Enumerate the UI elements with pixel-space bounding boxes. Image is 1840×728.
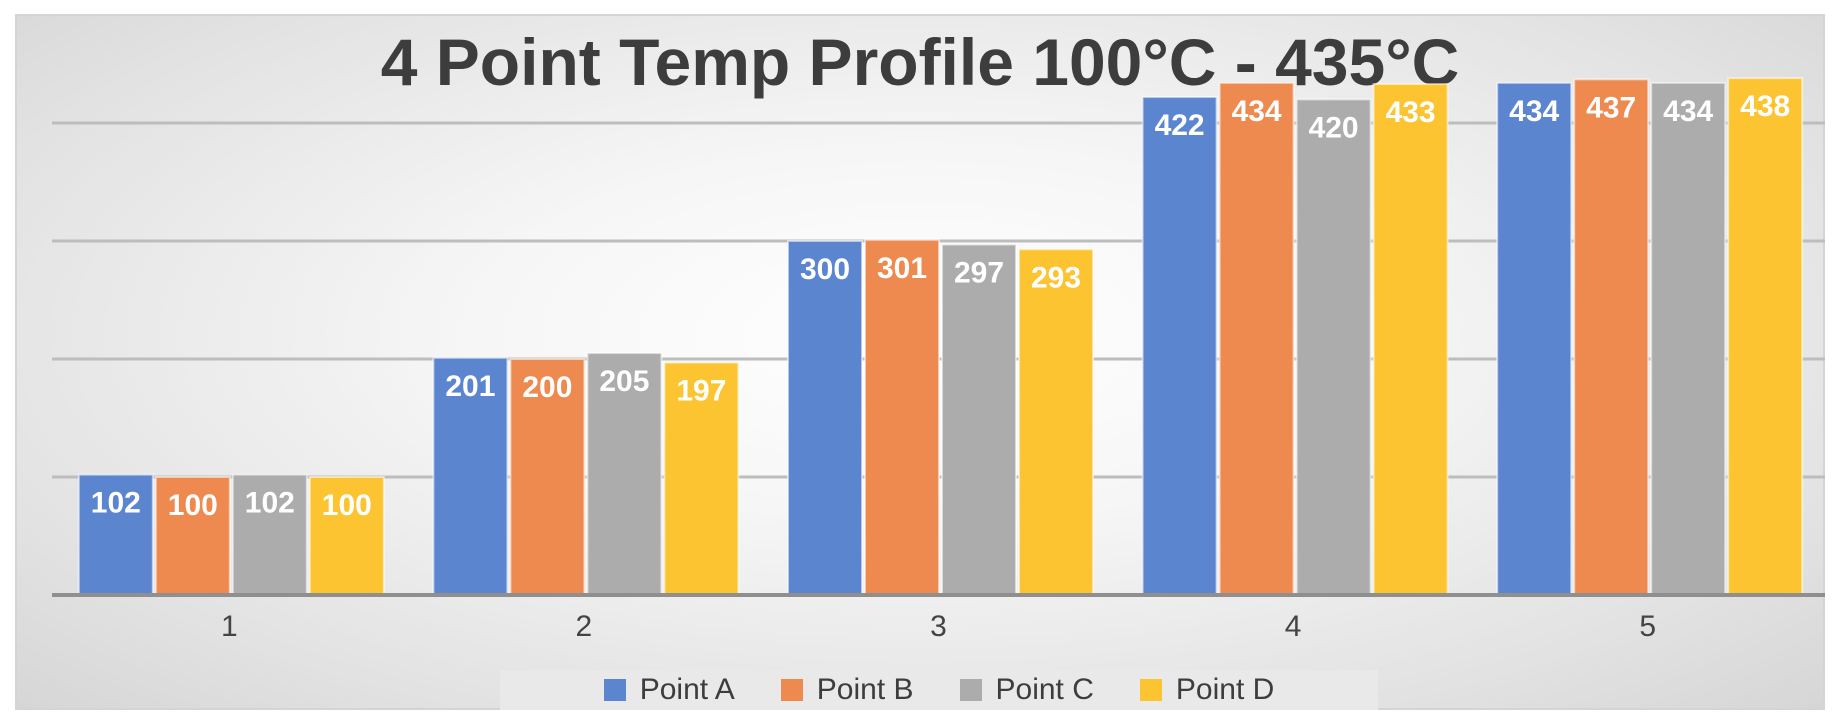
data-label: 433	[1386, 96, 1436, 129]
bar-point-c-1	[231, 473, 308, 597]
bar-point-b-1	[154, 476, 231, 596]
data-label: 100	[168, 489, 218, 522]
bar-point-c-3	[941, 243, 1017, 596]
data-label: 420	[1309, 111, 1359, 144]
bar-point-a-4	[1141, 96, 1218, 596]
data-label: 434	[1232, 95, 1282, 128]
data-label: 301	[877, 252, 927, 285]
x-tick-label: 2	[576, 610, 593, 643]
legend-label: Point C	[995, 673, 1094, 706]
x-tick-label: 1	[221, 610, 238, 643]
bar-point-b-2	[509, 358, 586, 596]
x-tick-label: 3	[930, 610, 947, 643]
bar-point-c-2	[586, 352, 663, 596]
data-label: 434	[1663, 95, 1713, 128]
legend-item: Point C	[959, 673, 1094, 707]
bar-point-c-4	[1295, 98, 1372, 597]
legend-label: Point D	[1175, 673, 1275, 706]
chart-legend: Point A Point B Point C Point D	[500, 670, 1378, 710]
x-tick-label: 5	[1639, 610, 1656, 643]
data-label: 434	[1509, 95, 1559, 128]
data-label: 293	[1031, 261, 1081, 294]
bar-point-a-2	[432, 356, 509, 596]
bar-point-a-5	[1496, 81, 1573, 596]
legend-swatch	[603, 679, 626, 701]
data-label: 200	[522, 371, 572, 404]
data-label: 438	[1740, 90, 1790, 123]
data-label: 205	[599, 365, 649, 398]
data-label: 437	[1586, 91, 1636, 124]
legend-swatch	[1139, 679, 1162, 701]
data-label: 300	[800, 253, 850, 286]
data-label: 297	[954, 257, 1004, 290]
legend-label: Point B	[816, 673, 914, 706]
bar-point-b-3	[864, 238, 940, 596]
bar-point-a-1	[77, 473, 154, 597]
legend-item: Point D	[1139, 673, 1275, 707]
bar-point-c-5	[1650, 81, 1727, 596]
data-label: 100	[322, 489, 372, 522]
bar-point-b-4	[1218, 81, 1295, 596]
data-label: 422	[1155, 109, 1205, 142]
bar-point-a-3	[787, 240, 863, 596]
data-label: 102	[91, 487, 141, 520]
legend-swatch	[959, 679, 982, 701]
data-label: 201	[445, 370, 495, 403]
legend-swatch	[780, 679, 803, 701]
bar-point-d-4	[1372, 83, 1449, 596]
legend-item: Point A	[603, 673, 735, 707]
data-label: 102	[245, 487, 295, 520]
legend-item: Point B	[780, 673, 914, 707]
legend-label: Point A	[639, 673, 735, 706]
bar-point-b-5	[1573, 78, 1650, 596]
bar-point-d-1	[308, 476, 385, 596]
x-tick-label: 4	[1285, 610, 1302, 643]
data-label: 197	[676, 375, 726, 408]
bar-point-d-3	[1018, 248, 1094, 596]
bar-point-d-5	[1727, 77, 1804, 597]
